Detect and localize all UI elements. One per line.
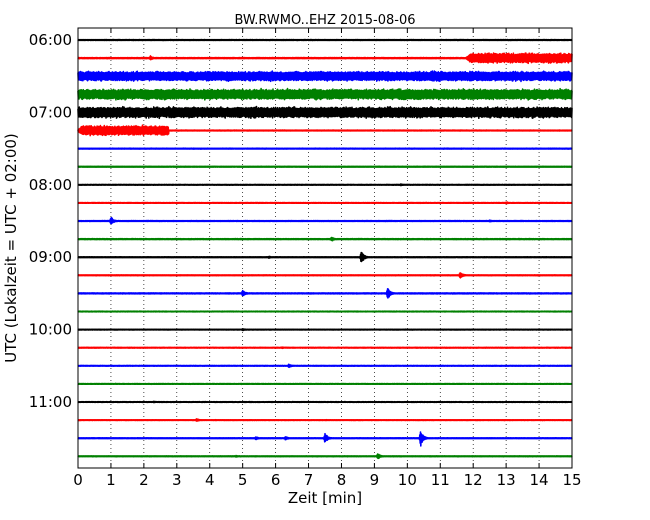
trace-line: [77, 453, 573, 460]
trace-line: [77, 124, 573, 137]
trace-line: [77, 70, 573, 83]
trace-row: [77, 70, 573, 83]
trace-line: [77, 236, 573, 242]
trace-line: [77, 147, 573, 150]
x-tick-label: 11: [431, 471, 450, 489]
trace-row: [77, 216, 573, 225]
trace-row: [77, 105, 573, 120]
x-tick-label: 7: [304, 471, 314, 489]
trace-row: [77, 124, 573, 137]
x-tick-label: 13: [497, 471, 516, 489]
trace-line: [77, 363, 573, 369]
x-tick-label: 15: [562, 471, 581, 489]
trace-line: [77, 346, 573, 350]
x-tick-label: 4: [205, 471, 215, 489]
trace-line: [77, 52, 573, 65]
trace-row: [77, 418, 573, 422]
trace-row: [77, 288, 573, 299]
trace-line: [77, 431, 573, 447]
trace-line: [77, 183, 573, 187]
trace-group: [77, 38, 573, 460]
trace-line: [77, 201, 573, 205]
trace-line: [77, 400, 573, 404]
trace-row: [77, 52, 573, 65]
trace-row: [77, 453, 573, 460]
trace-line: [77, 87, 573, 101]
plot-frame: [77, 27, 573, 469]
trace-row: [77, 363, 573, 369]
x-tick-label: 5: [238, 471, 248, 489]
grid-lines: [110, 28, 540, 468]
y-tick-label: 09:00: [29, 248, 72, 266]
trace-line: [77, 288, 573, 299]
y-tick-label: 08:00: [29, 176, 72, 194]
trace-row: [77, 272, 573, 279]
trace-line: [77, 272, 573, 279]
x-tick-label: 10: [398, 471, 417, 489]
trace-row: [77, 382, 573, 386]
trace-row: [77, 328, 573, 332]
trace-row: [77, 236, 573, 242]
y-tick-label: 10:00: [29, 321, 72, 339]
trace-line: [77, 328, 573, 332]
x-tick-label: 8: [337, 471, 347, 489]
x-axis-ticks: 0 1 2 3 4 5 6 7 8 9 10 11 12 13 14 15: [73, 28, 582, 489]
trace-line: [77, 382, 573, 386]
x-tick-label: 3: [172, 471, 182, 489]
trace-line: [77, 105, 573, 120]
y-tick-label: 11:00: [29, 393, 72, 411]
trace-row: [77, 38, 573, 42]
trace-row: [77, 431, 573, 447]
x-tick-label: 0: [73, 471, 83, 489]
y-axis-ticks: 06:00 07:00 08:00 09:00 10:00 11:00: [29, 31, 572, 411]
trace-row: [77, 346, 573, 350]
trace-line: [77, 310, 573, 313]
x-tick-label: 9: [370, 471, 380, 489]
x-tick-label: 2: [139, 471, 149, 489]
x-tick-label: 12: [464, 471, 483, 489]
trace-row: [77, 400, 573, 404]
trace-line: [77, 251, 573, 263]
trace-row: [77, 201, 573, 205]
x-tick-label: 6: [271, 471, 281, 489]
y-tick-label: 06:00: [29, 31, 72, 49]
trace-row: [77, 183, 573, 187]
trace-row: [77, 165, 573, 168]
trace-line: [77, 38, 573, 42]
trace-line: [77, 418, 573, 422]
trace-line: [77, 216, 573, 225]
y-tick-label: 07:00: [29, 103, 72, 121]
trace-row: [77, 310, 573, 313]
trace-row: [77, 147, 573, 150]
trace-line: [77, 165, 573, 168]
chart-title: BW.RWMO..EHZ 2015-08-06: [234, 13, 415, 28]
x-tick-label: 14: [530, 471, 549, 489]
y-axis-label: UTC (Lokalzeit = UTC + 02:00): [2, 133, 20, 363]
trace-row: [77, 87, 573, 101]
x-tick-label: 1: [106, 471, 116, 489]
x-axis-label: Zeit [min]: [288, 489, 362, 507]
trace-row: [77, 251, 573, 263]
